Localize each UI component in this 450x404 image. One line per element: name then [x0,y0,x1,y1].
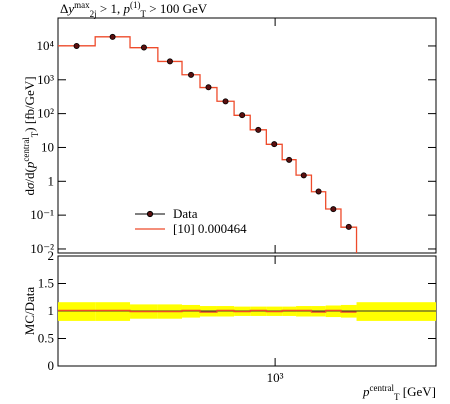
data-point [300,172,307,179]
chart-title-part: (1) [130,0,141,10]
legend-swatch [146,210,154,218]
y-tick-label: 10⁴ [36,38,54,53]
data-point [255,126,262,133]
y-axis-label-part: /d( [22,168,37,182]
y-tick-label: 10³ [37,72,54,87]
x-axis-label-part: T [394,392,400,402]
x-tick-label: 10³ [267,370,284,385]
data-point [166,58,173,65]
y-tick-label: 10⁻¹ [30,207,54,222]
x-axis-label: pcentralT [GeV] [362,383,436,402]
chart-title-part: Δ [60,1,68,16]
main-frame [57,17,437,254]
data-point [345,223,352,230]
chart-title-part: p [123,1,131,16]
ratio-y-tick-label: 1 [48,303,55,318]
data-point [239,112,246,119]
y-axis-label-part: σ [22,182,37,189]
y-axis-label-part: d [22,189,37,196]
chart-title-part: max [74,0,90,10]
chart-title-part: > 1, [97,1,124,16]
data-point [109,33,116,40]
legend-label: [10] 0.000464 [173,221,247,236]
chart-title: Δymax2j > 1, p(1)T > 100 GeV [60,0,208,19]
error-band [95,302,131,321]
ratio-y-tick-label: 0 [48,358,55,373]
data-point [330,206,337,213]
mc-line [58,36,358,253]
chart-title-part: y [66,1,74,16]
data-point [188,71,195,78]
ratio-y-tick-label: 0.5 [38,331,54,346]
ratio-y-label: MC/Data [22,287,37,336]
y-tick-label: 10² [37,106,54,121]
data-point [222,98,229,105]
chart-title-part: > 100 GeV [146,1,208,16]
data-point [286,156,293,163]
y-axis-label-part: ) [fb/GeV] [22,76,37,131]
chart-title-part: T [141,9,147,19]
error-band [58,302,96,321]
data-point [315,188,322,195]
legend-label: Data [173,206,198,221]
data-point [205,84,212,91]
y-axis-label-part: p [22,161,37,169]
ratio-y-tick-label: 2 [48,248,55,263]
error-band [356,302,436,321]
y-tick-label: 10⁻² [30,241,54,256]
y-axis-label-part: central [21,137,31,162]
chart-title-part: 2j [90,9,97,19]
y-tick-label: 10 [41,139,54,154]
y-tick-label: 1 [48,173,55,188]
data-point [140,44,147,51]
data-point [271,141,278,148]
x-axis-label-part: p [362,384,370,399]
ratio-y-tick-label: 1.5 [38,276,54,291]
y-axis-label-part: T [30,131,40,137]
data-point [73,42,80,49]
y-axis-label: dσ/d(pcentralT) [fb/GeV] [21,76,40,195]
x-axis-label-part: central [370,383,395,393]
ratio-line [58,309,357,313]
x-axis-label-part: [GeV] [400,384,436,399]
